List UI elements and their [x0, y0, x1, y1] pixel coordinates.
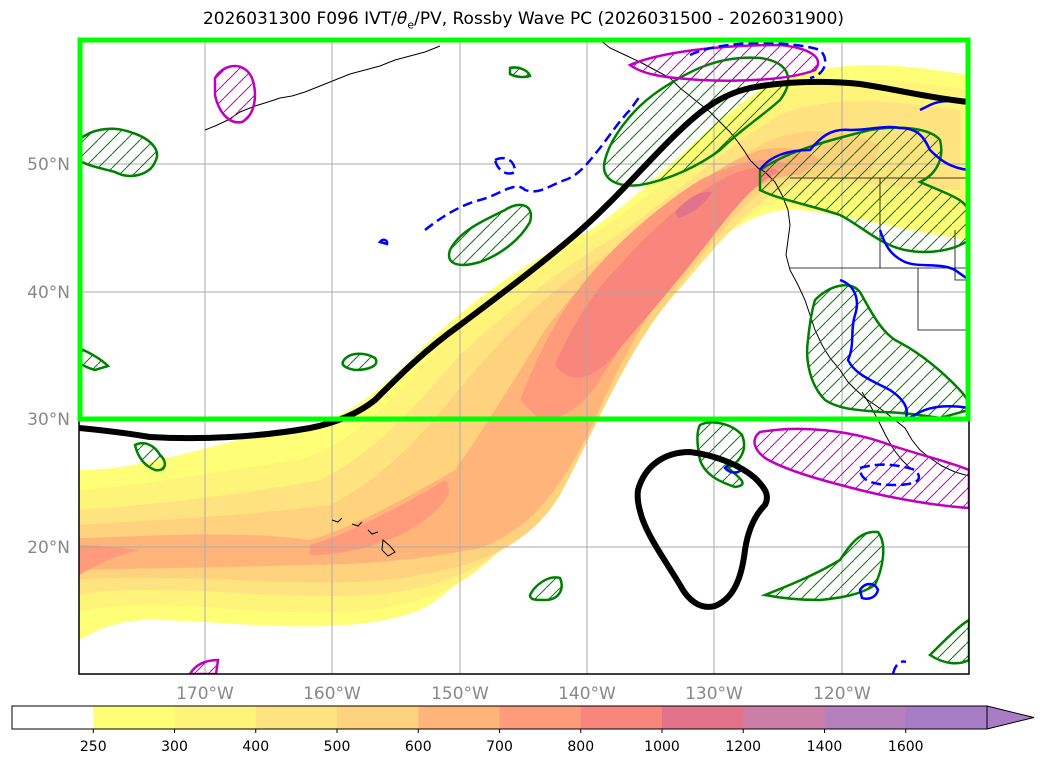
theta-pos-contour: [627, 43, 820, 82]
theta-neg-contour: [424, 95, 642, 231]
pv-contour: [528, 576, 563, 602]
colorbar-cell: [12, 706, 94, 729]
colorbar-frame: [11, 705, 988, 730]
theta-pos-contour: [188, 658, 220, 674]
pv-contour: [447, 203, 533, 267]
theta-neg-contour: [858, 582, 880, 600]
lon-label: 130°W: [685, 684, 743, 704]
ivt-band-1000: [675, 191, 712, 218]
colorbar-label: 1600: [888, 739, 924, 755]
lon-label: 120°W: [813, 684, 871, 704]
colorbar-label: 700: [486, 739, 513, 755]
lon-labels: 170°W 160°W 150°W 140°W 130°W 120°W: [176, 684, 871, 704]
lat-label: 50°N: [27, 155, 70, 175]
colorbar-cell: [255, 706, 338, 729]
colorbar-label: 1400: [807, 739, 843, 755]
colorbar: 250 300 400 500 600 700 800 1000 1200 1400 1600: [11, 705, 1035, 755]
map-title: 2026031300 F096 IVT/θe/PV, Rossby Wave P…: [202, 9, 845, 32]
colorbar-cell: [743, 706, 825, 729]
colorbar-label: 500: [324, 739, 351, 755]
rossby-wave-pc: [79, 78, 969, 610]
pv-contour: [805, 284, 969, 420]
colorbar-cell: [905, 706, 988, 729]
lat-label: 30°N: [27, 410, 70, 430]
colorbar-extend-arrow-outline: [986, 705, 1035, 730]
ivt-fill: [79, 65, 969, 640]
rossby-pc-contour: [634, 448, 770, 610]
lat-label: 40°N: [27, 283, 70, 303]
colorbar-label: 1200: [725, 739, 761, 755]
colorbar-label: 300: [161, 739, 188, 755]
theta-neg-contour: [493, 156, 517, 175]
colorbar-cell: [337, 706, 419, 729]
colorbar-cell: [580, 706, 663, 729]
theta-neg-contour: [377, 238, 389, 246]
pv-contour: [760, 530, 885, 602]
pv-contour: [758, 126, 969, 254]
colorbar-cell: [174, 706, 257, 729]
colorbar-label: 400: [242, 739, 269, 755]
theta-neg-contour: [891, 660, 907, 674]
lat-labels: 50°N 40°N 30°N 20°N: [27, 155, 70, 558]
colorbar-cell: [499, 706, 582, 729]
highlight-box: [77, 37, 971, 422]
colorbar-cell: [662, 706, 744, 729]
colorbar-label: 1000: [644, 739, 680, 755]
pv-contour: [341, 352, 378, 372]
ivt-band-800: [555, 167, 780, 378]
colorbar-cell: [824, 706, 907, 729]
colorbar-extend-arrow: [987, 706, 1034, 729]
lon-label: 170°W: [176, 684, 234, 704]
pv-contour: [928, 618, 969, 665]
colorbar-cell: [418, 706, 500, 729]
colorbar-label: 250: [80, 739, 107, 755]
lon-label: 140°W: [558, 684, 616, 704]
theta-neg-contour: [689, 41, 827, 80]
ivt-band-700: [79, 160, 790, 575]
theta-neg-contour: [839, 278, 969, 423]
lat-label: 20°N: [27, 538, 70, 558]
pv-contour: [133, 441, 167, 472]
pv-contour: [79, 127, 159, 178]
theta-neg-contour: [858, 463, 921, 487]
theta-neg-contour: [878, 229, 969, 282]
hawaii: [331, 517, 396, 557]
rossby-pc-contour: [79, 78, 969, 442]
colorbar-cell: [93, 706, 175, 729]
pv-contour: [508, 66, 532, 79]
theta-pos-contour: [213, 64, 257, 124]
lon-label: 150°W: [431, 684, 489, 704]
colorbar-label: 800: [567, 739, 594, 755]
colorbar-label: 600: [405, 739, 432, 755]
lon-label: 160°W: [303, 684, 361, 704]
